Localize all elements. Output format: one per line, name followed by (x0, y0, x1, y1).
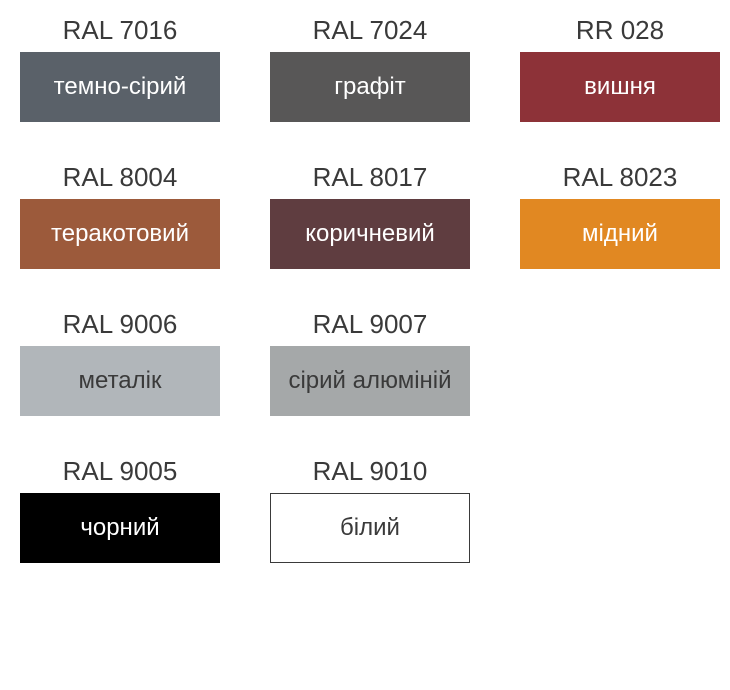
swatch-name: чорний (72, 514, 167, 542)
swatch-item: RAL 7024 графіт (270, 15, 470, 122)
swatch-code: RAL 8023 (563, 162, 678, 193)
swatch-name: металік (71, 367, 170, 395)
swatch-name: графіт (326, 73, 414, 101)
swatch-code: RAL 9006 (63, 309, 178, 340)
swatch-box: металік (20, 346, 220, 416)
swatch-box: мідний (520, 199, 720, 269)
swatch-code: RAL 9007 (313, 309, 428, 340)
swatch-item: RAL 7016 темно-сірий (20, 15, 220, 122)
color-swatch-grid: RAL 7016 темно-сірий RAL 7024 графіт RR … (20, 15, 710, 563)
swatch-name: теракотовий (43, 220, 197, 248)
swatch-name: темно-сірий (46, 73, 195, 101)
swatch-item: RAL 9006 металік (20, 309, 220, 416)
swatch-item: RAL 9010 білий (270, 456, 470, 563)
swatch-code: RAL 8004 (63, 162, 178, 193)
swatch-item: RAL 8004 теракотовий (20, 162, 220, 269)
swatch-box: сірий алюміній (270, 346, 470, 416)
swatch-code: RAL 9005 (63, 456, 178, 487)
swatch-box: темно-сірий (20, 52, 220, 122)
swatch-box: білий (270, 493, 470, 563)
swatch-box: чорний (20, 493, 220, 563)
swatch-name: вишня (576, 73, 664, 101)
swatch-name: білий (332, 514, 408, 542)
swatch-box: графіт (270, 52, 470, 122)
swatch-item: RAL 8017 коричневий (270, 162, 470, 269)
swatch-box: теракотовий (20, 199, 220, 269)
swatch-code: RAL 8017 (313, 162, 428, 193)
swatch-code: RR 028 (576, 15, 664, 46)
swatch-name: коричневий (297, 220, 443, 248)
swatch-item: RAL 9007 сірий алюміній (270, 309, 470, 416)
swatch-code: RAL 7016 (63, 15, 178, 46)
swatch-name: сірий алюміній (280, 367, 459, 395)
swatch-item: RR 028 вишня (520, 15, 720, 122)
swatch-item: RAL 9005 чорний (20, 456, 220, 563)
swatch-name: мідний (574, 220, 666, 248)
swatch-code: RAL 7024 (313, 15, 428, 46)
swatch-box: вишня (520, 52, 720, 122)
swatch-code: RAL 9010 (313, 456, 428, 487)
swatch-item: RAL 8023 мідний (520, 162, 720, 269)
swatch-box: коричневий (270, 199, 470, 269)
